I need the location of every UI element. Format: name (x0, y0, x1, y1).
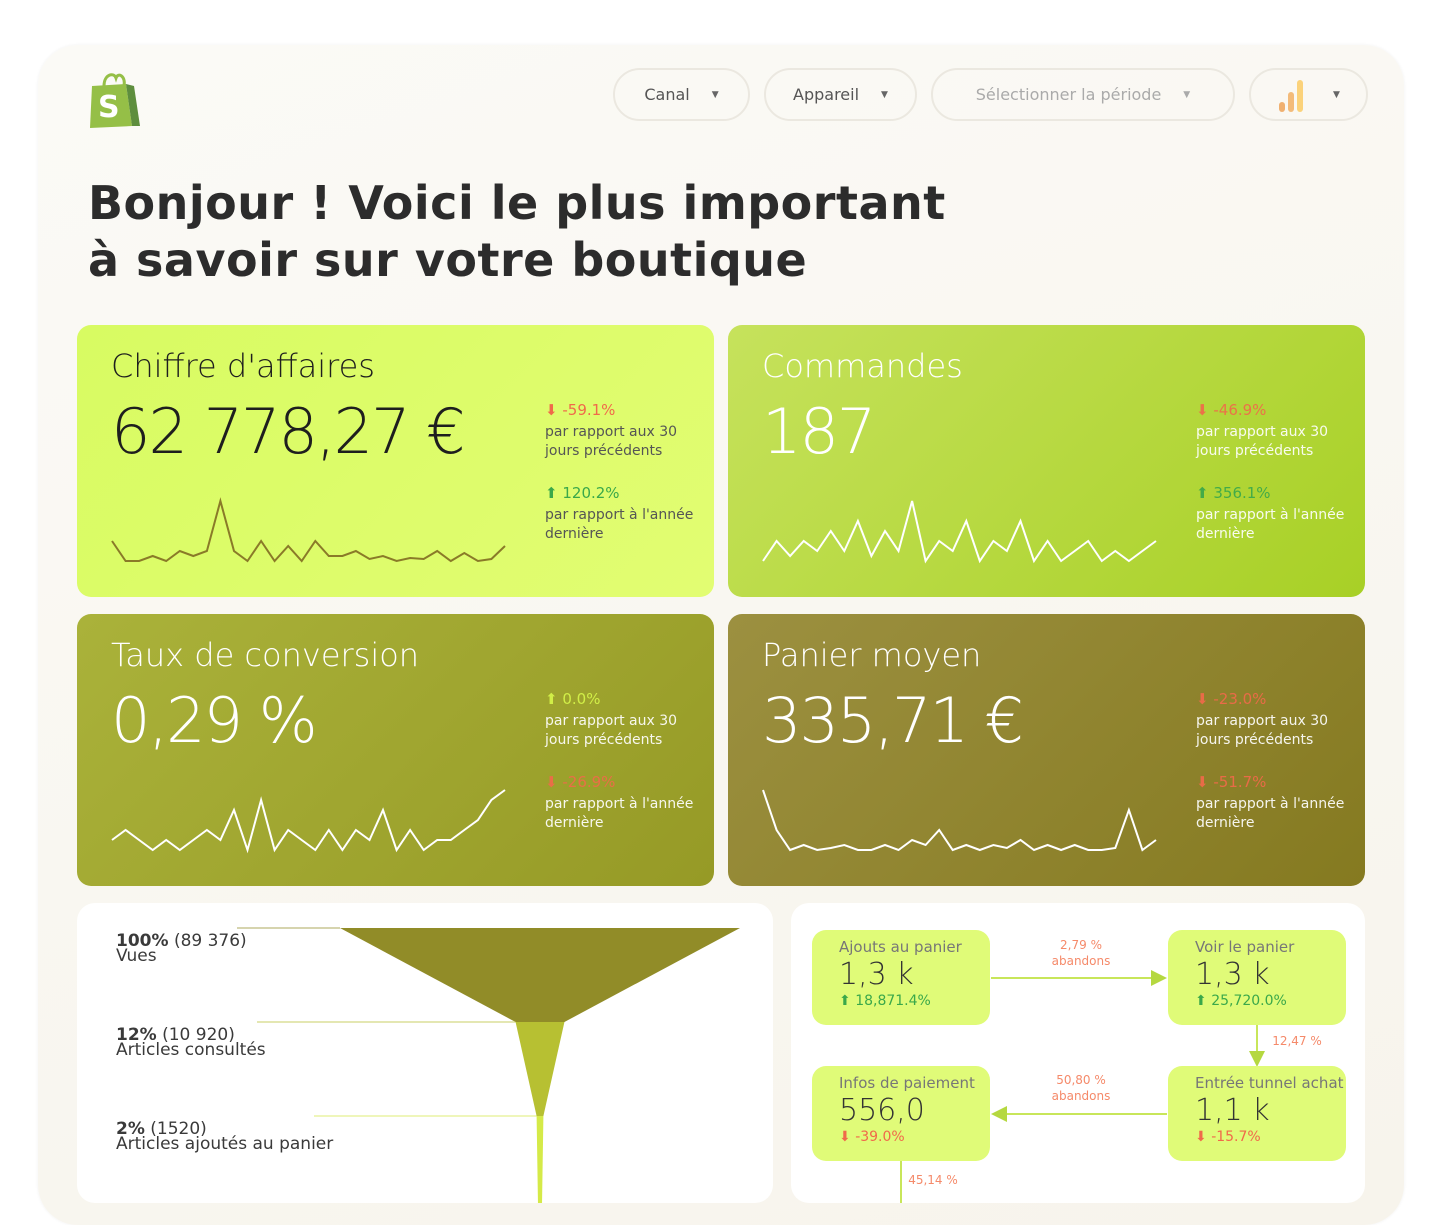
kpi-title: Chiffre d'affaires (111, 347, 375, 385)
flow-step-box[interactable]: Entrée tunnel achat 1,1 k ⬇ -15.7% (1168, 1066, 1346, 1161)
canal-dropdown[interactable]: Canal ▼ (613, 68, 750, 121)
arrow-down-icon: ⬇ (545, 773, 558, 791)
sparkline (111, 497, 506, 563)
flow-step-box[interactable]: Voir le panier 1,3 k ⬆ 25,720.0% (1168, 930, 1346, 1025)
sparkline (762, 789, 1157, 852)
kpi-mom: ⬇ -46.9% par rapport aux 30 jours précéd… (1196, 401, 1329, 459)
funnel-stage (340, 928, 740, 1022)
flow-arrow-label-1: 2,79 % abandons (1051, 938, 1111, 968)
flow-arrow-label-4: 45,14 % (908, 1173, 958, 1187)
kpi-mom: ⬇ -23.0% par rapport aux 30 jours précéd… (1196, 690, 1329, 748)
kpi-yoy: ⬆ 356.1% par rapport à l'année dernière (1196, 484, 1345, 542)
kpi-yoy: ⬇ -51.7% par rapport à l'année dernière (1196, 773, 1345, 831)
arrow-down-icon: ⬇ (1195, 1129, 1207, 1145)
flow-step-value: 556,0 (839, 1093, 925, 1128)
title-line-1: Bonjour ! Voici le plus important (88, 176, 946, 230)
kpi-yoy: ⬇ -26.9% par rapport à l'année dernière (545, 773, 694, 831)
arrow-up-icon: ⬆ (1195, 993, 1207, 1009)
kpi-card[interactable]: Panier moyen 335,71 € ⬇ -23.0% par rappo… (728, 614, 1365, 886)
kpi-yoy: ⬆ 120.2% par rapport à l'année dernière (545, 484, 694, 542)
period-placeholder: Sélectionner la période (975, 85, 1162, 104)
funnel-chart (237, 927, 740, 1203)
sparkline (111, 789, 506, 854)
flow-step-label: Infos de paiement (839, 1074, 975, 1092)
flow-step-label: Ajouts au panier (839, 938, 962, 956)
flow-step-value: 1,3 k (1195, 957, 1270, 992)
svg-text:S: S (98, 90, 120, 125)
kpi-title: Taux de conversion (111, 636, 420, 674)
page-title: Bonjour ! Voici le plus important à savoi… (88, 175, 946, 289)
title-line-2: à savoir sur votre boutique (88, 233, 808, 287)
kpi-value: 62 778,27 € (111, 395, 466, 468)
arrow-down-icon: ⬇ (1196, 773, 1209, 791)
checkout-flow-panel: Ajouts au panier 1,3 k ⬆ 18,871.4% Voir … (791, 903, 1365, 1203)
funnel-panel: 100% (89 376) Vues 12% (10 920) Articles co… (77, 903, 773, 1203)
kpi-card[interactable]: Taux de conversion 0,29 % ⬆ 0.0% par rap… (77, 614, 714, 886)
kpi-card[interactable]: Chiffre d'affaires 62 778,27 € ⬇ -59.1% … (77, 325, 714, 597)
shopify-logo: S (90, 73, 140, 128)
period-dropdown[interactable]: Sélectionner la période ▼ (931, 68, 1235, 121)
sparkline (762, 500, 1157, 564)
funnel-label: 12% (10 920) Articles consultés (107, 1022, 266, 1066)
chevron-down-icon: ▼ (1183, 89, 1191, 100)
kpi-title: Commandes (762, 347, 963, 385)
appareil-label: Appareil (793, 85, 860, 104)
chevron-down-icon: ▼ (1333, 89, 1340, 100)
flow-step-box[interactable]: Infos de paiement 556,0 ⬇ -39.0% (812, 1066, 990, 1161)
kpi-value: 335,71 € (762, 684, 1024, 757)
arrow-up-icon: ⬆ (545, 690, 558, 708)
chart-menu-dropdown[interactable]: ▼ (1249, 68, 1368, 121)
flow-step-value: 1,3 k (839, 957, 914, 992)
funnel-label: 2% (1520) Articles ajoutés au panier (107, 1116, 333, 1160)
kpi-value: 0,29 % (111, 684, 318, 757)
flow-step-label: Entrée tunnel achat (1195, 1074, 1344, 1092)
flow-step-label: Voir le panier (1195, 938, 1295, 956)
arrow-down-icon: ⬇ (1196, 690, 1209, 708)
kpi-value: 187 (762, 395, 876, 468)
kpi-card[interactable]: Commandes 187 ⬇ -46.9% par rapport aux 3… (728, 325, 1365, 597)
arrow-down-icon: ⬇ (839, 1129, 851, 1145)
arrow-up-icon: ⬆ (839, 993, 851, 1009)
flow-step-box[interactable]: Ajouts au panier 1,3 k ⬆ 18,871.4% (812, 930, 990, 1025)
arrow-down-icon: ⬇ (545, 401, 558, 419)
chevron-down-icon: ▼ (881, 89, 888, 100)
arrow-down-icon: ⬇ (1196, 401, 1209, 419)
appareil-dropdown[interactable]: Appareil ▼ (764, 68, 917, 121)
kpi-mom: ⬇ -59.1% par rapport aux 30 jours précéd… (545, 401, 678, 459)
funnel-stage (515, 1022, 565, 1116)
funnel-stage (536, 1116, 544, 1203)
funnel-label: 100% (89 376) Vues (107, 928, 247, 972)
arrow-up-icon: ⬆ (545, 484, 558, 502)
kpi-mom: ⬆ 0.0% par rapport aux 30 jours précéden… (545, 690, 678, 748)
bar-chart-icon (1279, 79, 1304, 112)
chevron-down-icon: ▼ (711, 89, 719, 100)
flow-arrow-label-2: 12,47 % (1272, 1034, 1322, 1048)
canal-label: Canal (644, 85, 690, 104)
flow-arrow-label-3: 50,80 % abandons (1051, 1073, 1111, 1103)
arrow-up-icon: ⬆ (1196, 484, 1209, 502)
flow-step-value: 1,1 k (1195, 1093, 1270, 1128)
kpi-title: Panier moyen (762, 636, 982, 674)
